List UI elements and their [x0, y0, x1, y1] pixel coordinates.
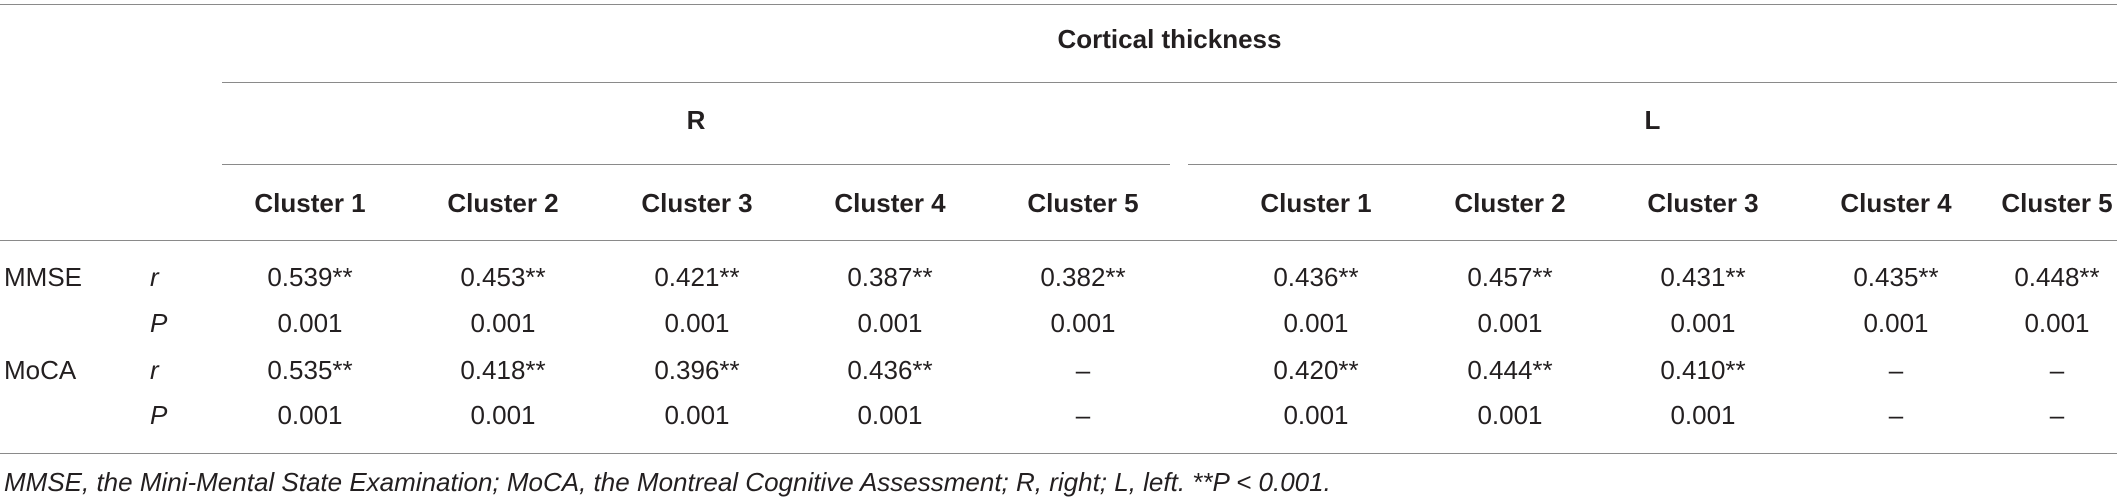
table-cell: 0.436** — [847, 355, 933, 385]
spanner-header: Cortical thickness — [1057, 24, 1282, 54]
table-cell: – — [1075, 400, 1091, 430]
table-cell: 0.001 — [1863, 308, 1929, 338]
table-cell: 0.421** — [654, 262, 740, 292]
cluster-header: Cluster 2 — [447, 188, 559, 218]
cluster-header: Cluster 5 — [1027, 188, 1139, 218]
table-cell: 0.382** — [1040, 262, 1126, 292]
header-bottom-rule — [0, 240, 2117, 241]
cluster-header: Cluster 4 — [1840, 188, 1952, 218]
table-cell: – — [2049, 355, 2065, 385]
table-cell: 0.001 — [2024, 308, 2090, 338]
cluster-header: Cluster 4 — [834, 188, 946, 218]
table-cell: 0.001 — [1670, 400, 1736, 430]
table-cell: – — [1888, 355, 1904, 385]
cluster-header: Cluster 1 — [1260, 188, 1372, 218]
top-rule — [0, 4, 2117, 5]
table-cell: 0.001 — [1477, 400, 1543, 430]
table-cell: – — [1888, 400, 1904, 430]
table-cell: 0.001 — [664, 308, 730, 338]
group-header-r: R — [686, 105, 706, 135]
table-cell: 0.387** — [847, 262, 933, 292]
table-cell: 0.539** — [267, 262, 353, 292]
table-cell: 0.435** — [1853, 262, 1939, 292]
cluster-header: Cluster 3 — [641, 188, 753, 218]
table-cell: 0.001 — [1283, 308, 1349, 338]
cluster-header: Cluster 5 — [2001, 188, 2113, 218]
table-cell: 0.410** — [1660, 355, 1746, 385]
cluster-header: Cluster 2 — [1454, 188, 1566, 218]
bottom-rule — [0, 453, 2117, 454]
table-cell: 0.001 — [277, 400, 343, 430]
table-cell: – — [1075, 355, 1091, 385]
table-cell: 0.457** — [1467, 262, 1553, 292]
table-cell: 0.001 — [1050, 308, 1116, 338]
table-cell: 0.001 — [857, 400, 923, 430]
cluster-header: Cluster 1 — [254, 188, 366, 218]
group-rule-l — [1188, 164, 2117, 165]
row-stat-label: P — [150, 308, 168, 338]
row-stat-label: r — [150, 355, 159, 385]
table-cell: 0.001 — [277, 308, 343, 338]
table-cell: 0.001 — [1477, 308, 1543, 338]
table-cell: 0.001 — [1283, 400, 1349, 430]
table-cell: 0.001 — [470, 400, 536, 430]
table-cell: – — [2049, 400, 2065, 430]
row-stat-label: r — [150, 262, 159, 292]
table-cell: 0.001 — [470, 308, 536, 338]
table-cell: 0.001 — [857, 308, 923, 338]
table-cell: 0.418** — [460, 355, 546, 385]
table-cell: 0.448** — [2014, 262, 2100, 292]
spanner-rule — [222, 82, 2117, 83]
table-cell: 0.453** — [460, 262, 546, 292]
group-header-l: L — [1644, 105, 1661, 135]
cluster-header: Cluster 3 — [1647, 188, 1759, 218]
table-footnote: MMSE, the Mini-Mental State Examination;… — [4, 467, 1331, 497]
row-measure-label: MMSE — [4, 262, 82, 292]
table-cell: 0.444** — [1467, 355, 1553, 385]
table-cell: 0.001 — [664, 400, 730, 430]
table-cell: 0.420** — [1273, 355, 1359, 385]
table-cell: 0.396** — [654, 355, 740, 385]
group-rule-r — [222, 164, 1170, 165]
row-stat-label: P — [150, 400, 168, 430]
row-measure-label: MoCA — [4, 355, 77, 385]
table-cell: 0.431** — [1660, 262, 1746, 292]
table-cell: 0.436** — [1273, 262, 1359, 292]
table-cell: 0.535** — [267, 355, 353, 385]
table-cell: 0.001 — [1670, 308, 1736, 338]
